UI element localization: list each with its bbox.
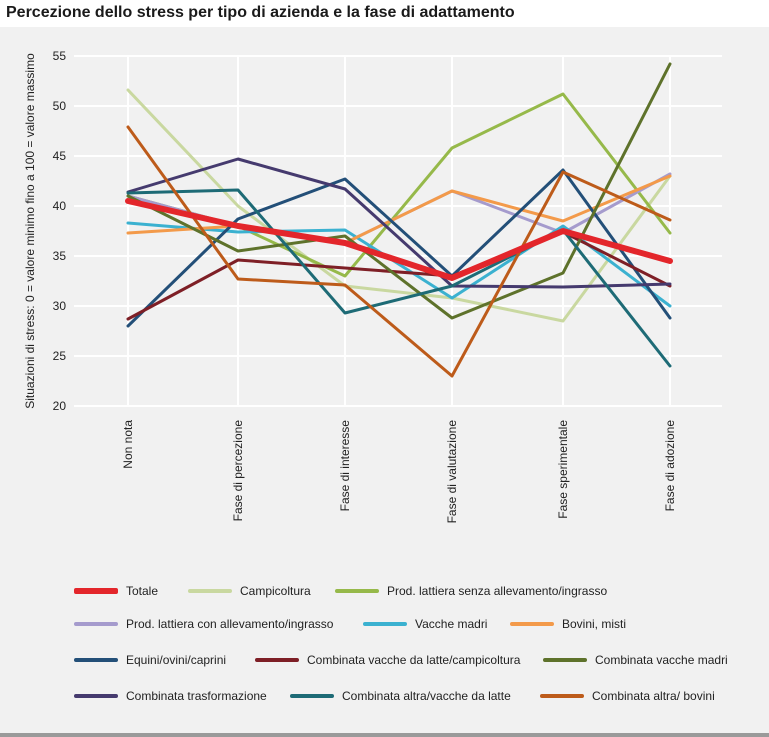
series-line-combinata-altra-vacche-da-latte [126,188,672,368]
y-tick-label: 40 [53,199,67,213]
legend-label: Combinata vacche madri [595,653,728,667]
legend-label: Combinata vacche da latte/campicoltura [307,653,521,667]
legend-swatch [74,694,118,698]
series-line-equini-ovini-caprini [126,168,672,328]
legend-swatch [540,694,584,698]
x-tick-label: Fase sperimentale [556,420,570,519]
legend-label: Prod. lattiera senza allevamento/ingrass… [387,584,608,598]
legend-label: Combinata trasformazione [126,689,267,703]
legend-swatch [188,589,232,593]
legend-item: Combinata vacche madri [543,652,728,668]
legend-label: Vacche madri [415,617,488,631]
legend-item: Prod. lattiera con allevamento/ingrasso [74,616,333,632]
legend-item: Combinata altra/ bovini [540,688,715,704]
legend-item: Combinata vacche da latte/campicoltura [255,652,520,668]
legend-label: Bovini, misti [562,617,627,631]
axes: 20 25 30 35 40 45 50 55 Non nota Fase di percezio… [23,49,677,523]
x-tick-label: Fase di interesse [338,420,352,512]
legend-swatch [74,622,118,626]
bottom-rule [0,733,769,737]
legend-item: Equini/ovini/caprini [74,652,226,668]
y-axis-label: Situazioni di stress: 0 = valore minimo … [23,53,37,409]
legend-item: Bovini, misti [510,616,626,632]
legend-item: Campicoltura [188,583,311,599]
gridlines [74,55,722,407]
series-line-campicoltura [126,88,672,323]
legend-swatch [74,588,118,594]
legend-label: Prod. lattiera con allevamento/ingrasso [126,617,334,631]
x-tick-label: Fase di percezione [231,420,245,522]
legend-item: Vacche madri [363,616,487,632]
y-tick-label: 45 [53,149,67,163]
legend-label: Campicoltura [240,584,311,598]
y-tick-label: 50 [53,99,67,113]
y-tick-label: 30 [53,299,67,313]
x-tick-label: Fase di valutazione [445,420,459,524]
legend-item: Prod. lattiera senza allevamento/ingrass… [335,583,607,599]
x-tick-label: Fase di adozione [663,420,677,512]
legend-label: Totale [126,584,159,598]
series-line-totale [125,198,673,281]
legend-label: Equini/ovini/caprini [126,653,227,667]
legend-item: Combinata trasformazione [74,688,267,704]
y-tick-label: 35 [53,249,67,263]
legend-swatch [543,658,587,662]
y-tick-label: 20 [53,399,67,413]
series-lines [125,62,673,378]
series-line-combinata-altra-bovini [126,125,672,378]
legend-item: Totale [74,583,158,599]
legend-label: Combinata altra/vacche da latte [342,689,511,703]
legend-swatch [510,622,554,626]
y-tick-label: 55 [53,49,67,63]
legend-swatch [335,589,379,593]
legend-swatch [290,694,334,698]
legend-label: Combinata altra/ bovini [592,689,715,703]
legend-swatch [363,622,407,626]
legend-swatch [255,658,299,662]
y-tick-label: 25 [53,349,67,363]
x-tick-label: Non nota [121,420,135,469]
series-line-combinata-trasformazione [126,157,672,289]
legend-item: Combinata altra/vacche da latte [290,688,511,704]
legend-swatch [74,658,118,662]
series-line-bovini-misti [126,174,672,245]
chart-title: Percezione dello stress per tipo di azie… [6,4,515,21]
